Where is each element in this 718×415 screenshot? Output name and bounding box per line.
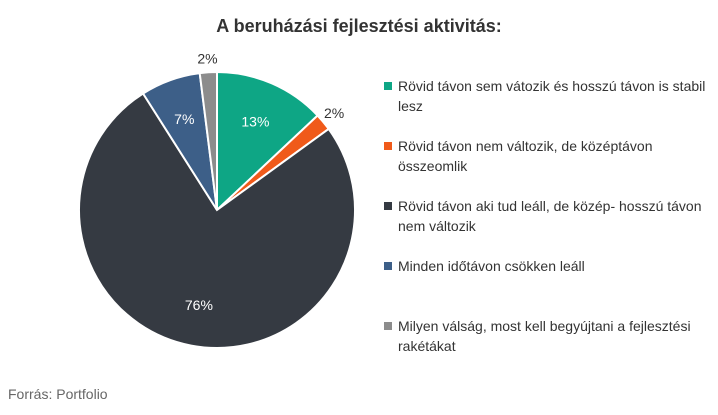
slice-label-1: 13% xyxy=(241,113,269,129)
legend-swatch-5 xyxy=(384,322,392,330)
pie-slice-5[interactable] xyxy=(198,70,218,211)
legend-swatch-4 xyxy=(384,262,392,270)
chart-title: A beruházási fejlesztési aktivitás: xyxy=(216,16,502,36)
legend-swatch-3 xyxy=(384,202,392,210)
source-note: Forrás: Portfolio xyxy=(8,386,108,402)
legend-item-2[interactable]: Rövid távon nem változik, de középtávon … xyxy=(384,136,714,176)
pie-slice-1[interactable] xyxy=(216,70,320,213)
pie-slice-3[interactable] xyxy=(78,92,356,349)
legend-label-3: Rövid távon aki tud leáll, de közép- hos… xyxy=(398,198,702,234)
legend-label-5: Milyen válság, most kell begyújtani a fe… xyxy=(398,318,691,354)
legend-swatch-2 xyxy=(384,142,392,150)
legend-item-3[interactable]: Rövid távon aki tud leáll, de közép- hos… xyxy=(384,196,714,236)
legend-swatch-1 xyxy=(384,82,392,90)
legend-item-4[interactable]: Minden időtávon csökken leáll xyxy=(384,256,714,276)
slice-label-4: 7% xyxy=(174,111,194,127)
legend-label-2: Rövid távon nem változik, de középtávon … xyxy=(398,138,653,174)
legend-item-1[interactable]: Rövid távon sem vátozik és hosszú távon … xyxy=(384,76,714,116)
slice-label-5: 2% xyxy=(197,50,217,66)
legend-item-5[interactable]: Milyen válság, most kell begyújtani a fe… xyxy=(384,316,714,356)
slice-label-2: 2% xyxy=(324,105,344,121)
legend-label-4: Minden időtávon csökken leáll xyxy=(398,258,585,274)
slice-label-3: 76% xyxy=(185,297,213,313)
legend-label-1: Rövid távon sem vátozik és hosszú távon … xyxy=(398,78,706,114)
